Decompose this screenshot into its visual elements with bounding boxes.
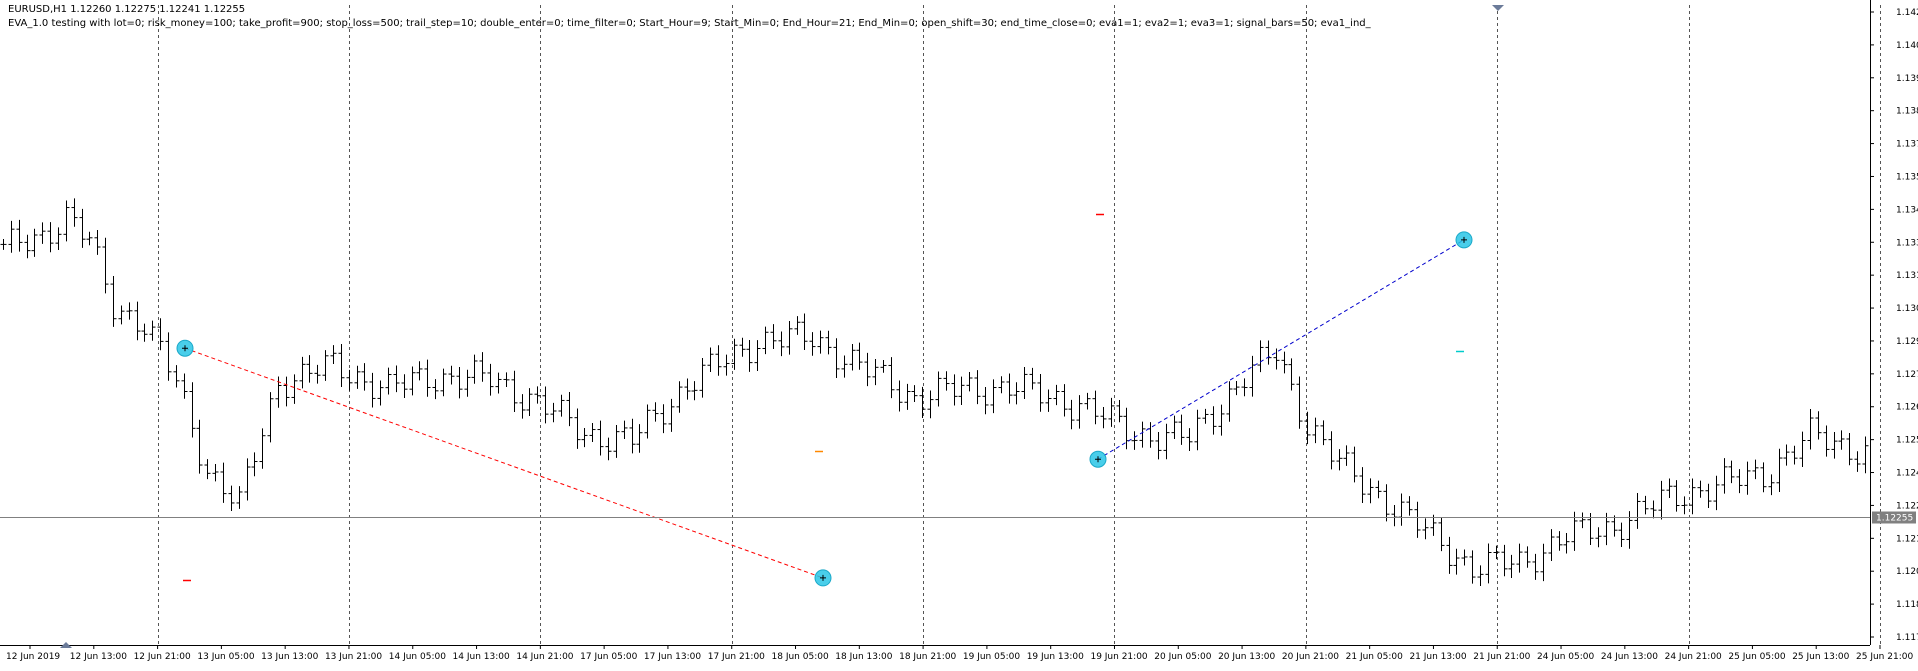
trade-lines [176, 231, 1473, 587]
time-tick-label: 21 Jun 13:00 [1409, 652, 1466, 662]
level-marks [183, 213, 1464, 582]
price-tick-label: 1.12150 [1896, 534, 1918, 544]
time-tick-label: 25 Jun 13:00 [1792, 652, 1849, 662]
time-tick-label: 12 Jun 21:00 [134, 652, 191, 662]
time-tick-label: 19 Jun 05:00 [963, 652, 1020, 662]
time-tick-label: 21 Jun 05:00 [1346, 652, 1403, 662]
price-tick-label: 1.12665 [1896, 403, 1918, 413]
price-tick-label: 1.14085 [1896, 41, 1918, 51]
time-tick-label: 19 Jun 21:00 [1090, 652, 1147, 662]
time-tick-label: 25 Jun 05:00 [1728, 652, 1785, 662]
expert-parameters: EVA_1.0 testing with lot=0; risk_money=1… [8, 18, 1371, 29]
price-tick-label: 1.13180 [1896, 271, 1918, 281]
symbol-info: EURUSD,H1 1.12260 1.12275 1.12241 1.1225… [8, 4, 246, 15]
time-tick-label: 24 Jun 05:00 [1537, 652, 1594, 662]
time-tick-label: 18 Jun 05:00 [772, 652, 829, 662]
time-tick-label: 14 Jun 13:00 [453, 652, 510, 662]
trade-marker-cross [182, 345, 188, 352]
time-tick-label: 13 Jun 05:00 [197, 652, 254, 662]
time-tick-label: 13 Jun 13:00 [261, 652, 318, 662]
price-tick-label: 1.12535 [1896, 436, 1918, 446]
trade-marker-cross [1095, 456, 1101, 463]
time-tick-label: 17 Jun 05:00 [580, 652, 637, 662]
price-tick-label: 1.13055 [1896, 304, 1918, 314]
scroll-start-marker [60, 642, 72, 648]
time-tick-label: 20 Jun 05:00 [1154, 652, 1211, 662]
price-tick-label: 1.12405 [1896, 469, 1918, 479]
time-tick-label: 17 Jun 21:00 [708, 652, 765, 662]
time-tick-label: 24 Jun 13:00 [1601, 652, 1658, 662]
chart-shift-marker [1492, 5, 1504, 11]
price-tick-label: 1.11760 [1896, 633, 1918, 643]
time-tick-label: 25 Jun 21:00 [1856, 652, 1913, 662]
price-tick-label: 1.13700 [1896, 140, 1918, 150]
time-tick-label: 24 Jun 21:00 [1665, 652, 1722, 662]
trade-marker-cross [1461, 236, 1467, 243]
price-tick-label: 1.12795 [1896, 370, 1918, 380]
price-tick-label: 1.12925 [1896, 337, 1918, 347]
price-tick-label: 1.12020 [1896, 567, 1918, 577]
grid-lines [158, 5, 1881, 645]
trade-line-sell [184, 347, 824, 579]
current-price-label: 1.12255 [1876, 514, 1913, 524]
time-tick-label: 17 Jun 13:00 [644, 652, 701, 662]
price-tick-label: 1.12275 [1896, 501, 1918, 511]
time-tick-label: 14 Jun 05:00 [389, 652, 446, 662]
time-tick-label: 13 Jun 21:00 [325, 652, 382, 662]
time-tick-label: 20 Jun 21:00 [1282, 652, 1339, 662]
price-tick-label: 1.13310 [1896, 238, 1918, 248]
ohlc-bars [0, 198, 1869, 586]
time-tick-label: 12 Jun 2019 [6, 652, 60, 662]
price-tick-label: 1.13825 [1896, 107, 1918, 117]
price-tick-label: 1.13955 [1896, 74, 1918, 84]
price-tick-label: 1.11890 [1896, 600, 1918, 610]
trade-marker-cross [820, 574, 826, 581]
time-tick-label: 12 Jun 13:00 [70, 652, 127, 662]
trade-line-buy [1097, 239, 1465, 460]
current-price-tag [1872, 511, 1916, 524]
time-tick-label: 20 Jun 13:00 [1218, 652, 1275, 662]
time-tick-label: 19 Jun 13:00 [1027, 652, 1084, 662]
price-tick-label: 1.13570 [1896, 172, 1918, 182]
time-tick-label: 21 Jun 21:00 [1473, 652, 1530, 662]
time-tick-label: 14 Jun 21:00 [516, 652, 573, 662]
time-tick-label: 18 Jun 21:00 [899, 652, 956, 662]
price-tick-label: 1.13440 [1896, 205, 1918, 215]
price-tick-label: 1.14215 [1896, 8, 1918, 18]
time-tick-label: 18 Jun 13:00 [835, 652, 892, 662]
